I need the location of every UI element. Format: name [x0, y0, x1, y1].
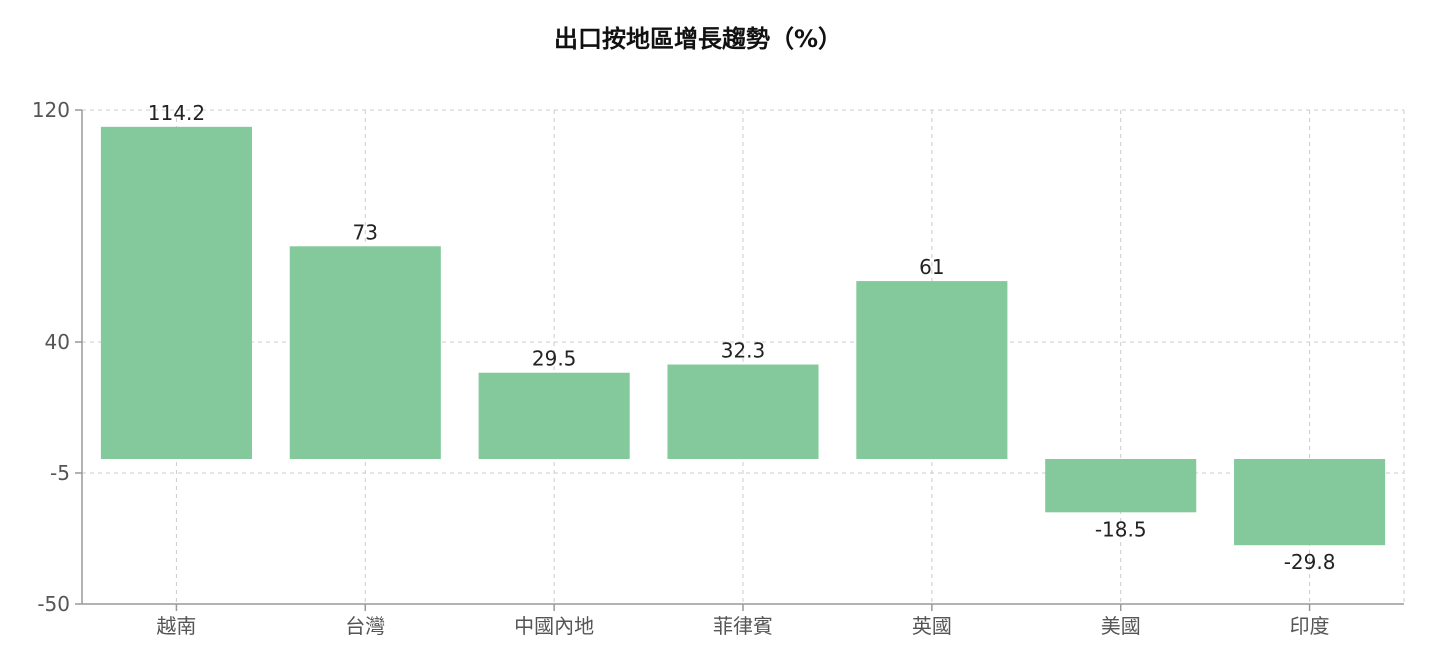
x-tick-label: 中國內地	[514, 614, 594, 638]
bar-value-label: -29.8	[1284, 550, 1336, 574]
bar	[856, 281, 1008, 459]
bar-value-label: 29.5	[532, 347, 577, 371]
x-tick-label: 印度	[1290, 614, 1330, 638]
bar-value-label: -18.5	[1095, 517, 1147, 541]
x-tick-label: 越南	[156, 614, 196, 638]
bars	[100, 126, 1386, 546]
axes: 120 40 -5 -50 越南 台灣 中國內地 菲律賓 英國 美國 印度	[32, 98, 1404, 638]
bar	[289, 246, 441, 459]
bar	[1045, 459, 1197, 513]
bar-value-label: 114.2	[148, 101, 205, 125]
bar-value-label: 73	[353, 220, 378, 244]
x-tick-label: 美國	[1101, 614, 1141, 638]
x-tick-label: 台灣	[345, 614, 385, 638]
y-tick-label: -50	[37, 592, 70, 616]
y-tick-label: 40	[45, 330, 70, 354]
x-tick-label: 英國	[912, 614, 952, 638]
y-tick-label: -5	[50, 461, 70, 485]
bar	[478, 372, 630, 459]
chart-title: 出口按地區增長趨勢（%）	[554, 25, 842, 53]
x-tick-label: 菲律賓	[713, 614, 773, 638]
bar-value-label: 32.3	[721, 339, 766, 363]
y-tick-label: 120	[32, 98, 70, 122]
data-labels: 114.2 73 29.5 32.3 61 -18.5 -29.8	[148, 101, 1336, 574]
bar	[1234, 459, 1386, 546]
bar	[100, 126, 252, 459]
bar	[667, 364, 819, 459]
bar-value-label: 61	[919, 255, 944, 279]
